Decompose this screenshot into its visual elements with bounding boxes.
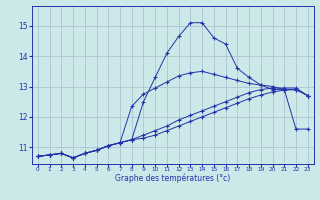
X-axis label: Graphe des températures (°c): Graphe des températures (°c) [115, 174, 230, 183]
